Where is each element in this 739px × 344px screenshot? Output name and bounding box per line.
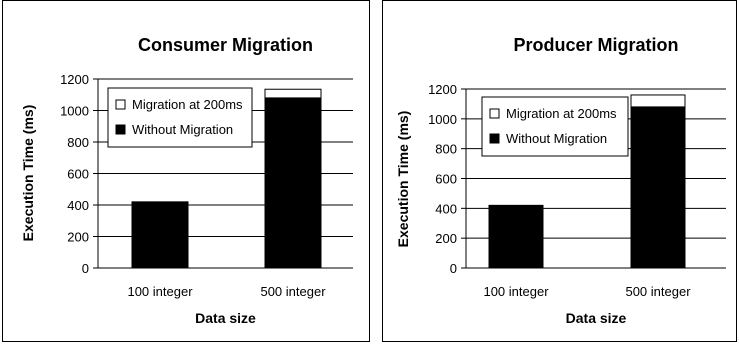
y-tick-label: 600 [67, 167, 89, 182]
y-tick-label: 1000 [428, 112, 457, 127]
bar-without-migration [488, 204, 544, 269]
bar-without-migration [264, 97, 322, 269]
legend-label: Migration at 200ms [506, 106, 617, 121]
x-category-label: 100 integer [127, 284, 193, 299]
y-axis-label: Execution Time (ms) [395, 111, 411, 248]
y-tick-label: 800 [67, 135, 89, 150]
producer-migration-chart-panel: Producer Migration 0 200 400 600 800 1000 1200 1… [382, 0, 737, 342]
chart-title: Producer Migration [513, 35, 678, 55]
legend-swatch [115, 99, 126, 110]
y-tick-label: 600 [435, 172, 457, 187]
bar-migration-at-200ms [630, 94, 686, 108]
legend-box [481, 96, 629, 157]
x-axis-label: Data size [195, 310, 256, 326]
bar-migration-at-200ms [264, 88, 322, 99]
y-tick-label: 400 [435, 201, 457, 216]
legend-label: Migration at 200ms [132, 97, 243, 112]
legend-swatch [489, 108, 500, 119]
y-tick-label: 200 [67, 230, 89, 245]
legend-label: Without Migration [132, 122, 233, 137]
y-tick-label: 0 [82, 261, 89, 276]
y-tick-label: 800 [435, 142, 457, 157]
bar-without-migration [630, 106, 686, 269]
y-tick-label: 400 [67, 198, 89, 213]
y-tick-label: 200 [435, 231, 457, 246]
x-category-label: 500 integer [260, 284, 326, 299]
y-axis-label: Execution Time (ms) [20, 105, 36, 242]
legend-swatch [115, 124, 126, 135]
legend-box [107, 87, 253, 148]
consumer-migration-chart-panel: Consumer Migration 0 200 400 600 800 1000 1200 1… [2, 0, 370, 342]
y-tick-label: 1200 [428, 82, 457, 97]
chart-svg: Producer Migration 0 200 400 600 800 1000 1200 1… [395, 35, 726, 326]
x-axis-label: Data size [566, 310, 627, 326]
legend-swatch [489, 133, 500, 144]
chart-svg: Consumer Migration 0 200 400 600 800 1000 1200 1… [20, 35, 353, 326]
y-tick-label: 1000 [60, 104, 89, 119]
y-tick-label: 1200 [60, 72, 89, 87]
y-tick-label: 0 [450, 261, 457, 276]
legend-label: Without Migration [506, 131, 607, 146]
chart-title: Consumer Migration [138, 35, 313, 55]
x-category-label: 100 integer [483, 284, 549, 299]
x-category-label: 500 integer [625, 284, 691, 299]
bar-without-migration [131, 201, 189, 269]
